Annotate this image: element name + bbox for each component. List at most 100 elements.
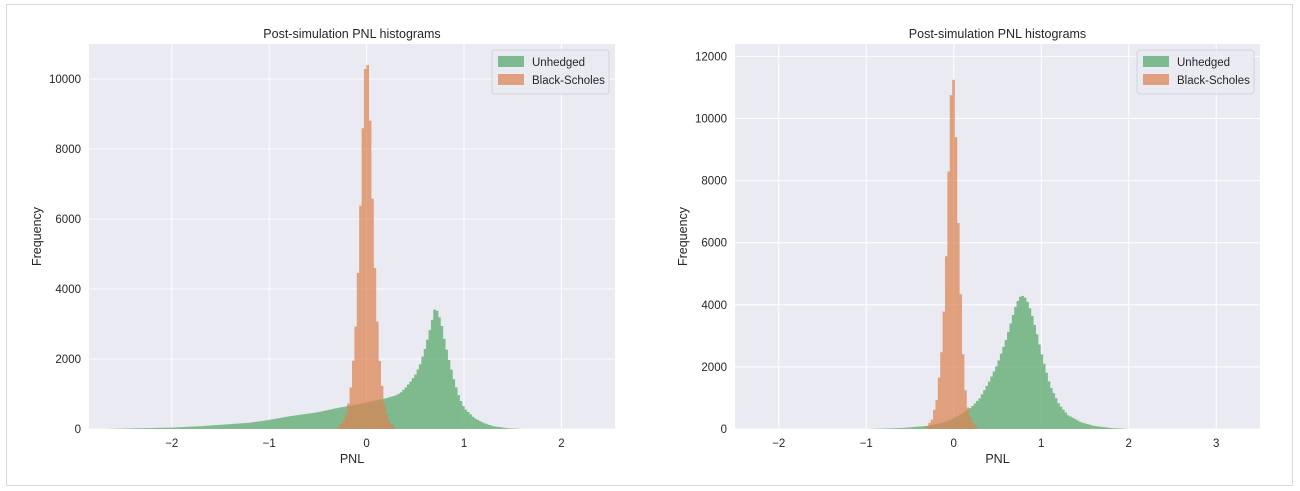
histogram-bar: [481, 422, 484, 429]
histogram-bar: [992, 371, 996, 429]
histogram-bar: [1023, 297, 1027, 429]
histogram-bar: [902, 427, 905, 429]
histogram-bar: [170, 427, 173, 429]
histogram-bar: [265, 420, 269, 429]
legend-swatch: [498, 56, 524, 67]
histogram-bar: [976, 400, 979, 429]
legend-label: Unhedged: [1177, 57, 1230, 69]
histogram-bar: [1107, 427, 1110, 429]
histogram-bar: [973, 403, 977, 429]
y-tick-label: 6000: [701, 238, 727, 250]
histogram-bar: [153, 427, 157, 429]
histogram-bar: [904, 427, 908, 429]
y-tick-label: 10000: [695, 114, 727, 126]
histogram-bar: [335, 408, 338, 429]
y-tick-label: 4000: [55, 284, 81, 296]
histogram-bar: [997, 360, 1001, 429]
histogram-bar: [1054, 398, 1058, 429]
histogram-bar: [1009, 323, 1013, 429]
histogram-bar: [323, 410, 326, 429]
histogram-bar: [191, 426, 195, 429]
histogram-bar: [230, 424, 233, 429]
histogram-bar: [1066, 415, 1070, 429]
histogram-bar: [1076, 420, 1079, 429]
y-tick-label: 6000: [55, 214, 81, 226]
legend-label: Black-Scholes: [532, 75, 605, 87]
histogram-bar: [885, 428, 889, 429]
histogram-bar: [143, 428, 147, 429]
histogram-bar: [349, 387, 353, 429]
histogram-bar: [457, 395, 460, 429]
histogram-bar: [340, 407, 343, 429]
histogram-bar: [306, 413, 310, 429]
histogram-bar: [464, 409, 468, 429]
histogram-bar: [1112, 428, 1115, 429]
legend-swatch: [1143, 56, 1169, 67]
histogram-bar: [966, 407, 970, 429]
histogram-bar: [454, 387, 458, 429]
histogram-bar: [440, 325, 444, 429]
histogram-bar: [961, 354, 965, 429]
histogram-bar: [1007, 331, 1010, 429]
histogram-bar: [1050, 388, 1053, 429]
histogram-bar: [466, 411, 470, 429]
histogram-bar: [347, 403, 350, 429]
histogram-bar: [380, 385, 384, 429]
histogram-bar: [1047, 381, 1051, 429]
histogram-bar: [916, 426, 920, 429]
histogram-bar: [473, 418, 477, 429]
histogram-bar: [507, 428, 511, 429]
histogram-bar: [1035, 334, 1039, 429]
histogram-bar: [1095, 426, 1099, 429]
chart-2: −2 −1 0 1 2 3 0 2000 4000 6000 8000 10000 12000 Post-…: [676, 27, 1260, 466]
histogram-bar: [242, 423, 245, 429]
histogram-bar: [187, 426, 190, 429]
histogram-bar: [1042, 363, 1046, 429]
histogram-bar: [1026, 301, 1029, 429]
histogram-bar: [1057, 403, 1060, 429]
x-tick-label: 2: [1126, 438, 1132, 450]
histogram-bar: [461, 406, 465, 429]
histogram-bar: [1061, 409, 1065, 429]
histogram-bar: [414, 374, 417, 429]
histogram-bar: [208, 425, 212, 429]
histogram-bar: [930, 419, 934, 429]
chart-title: Post-simulation PNL histograms: [263, 27, 440, 41]
histogram-bar: [385, 398, 389, 429]
legend: Unhedged Black-Scholes: [1136, 49, 1255, 95]
histogram-bar: [478, 421, 482, 429]
histogram-bar: [273, 418, 276, 429]
histogram-bar: [452, 379, 456, 429]
histogram-bar: [337, 407, 341, 429]
histogram-bar: [1011, 314, 1015, 429]
histogram-bar: [1016, 300, 1020, 429]
histogram-bar: [1078, 421, 1082, 429]
histogram-bar: [155, 427, 159, 429]
histogram-bar: [471, 416, 475, 429]
histogram-bar: [911, 427, 915, 429]
histogram-bar: [383, 404, 386, 429]
histogram-bar: [163, 427, 166, 429]
histogram-bar: [469, 414, 472, 429]
histogram-bar: [222, 424, 226, 429]
histogram-bar: [258, 421, 262, 429]
histogram-bar: [935, 399, 939, 429]
histogram-bar: [433, 309, 436, 429]
histogram-bar: [136, 428, 140, 429]
histogram-bar: [985, 385, 989, 429]
histogram-bar: [373, 267, 377, 429]
legend: Unhedged Black-Scholes: [491, 49, 610, 95]
histogram-bar: [330, 409, 334, 429]
histogram-bar: [1030, 315, 1034, 429]
histogram-bar: [973, 425, 977, 429]
histogram-bar: [194, 426, 197, 429]
histogram-bar: [399, 392, 403, 429]
histogram-bar: [304, 414, 307, 429]
histogram-bar: [1092, 425, 1096, 429]
histogram-bar: [1002, 346, 1005, 429]
y-tick-label: 10000: [49, 74, 81, 86]
histogram-bar: [280, 417, 283, 429]
histogram-bar: [976, 427, 979, 429]
histogram-bar: [390, 424, 393, 429]
histogram-bar: [134, 428, 138, 429]
